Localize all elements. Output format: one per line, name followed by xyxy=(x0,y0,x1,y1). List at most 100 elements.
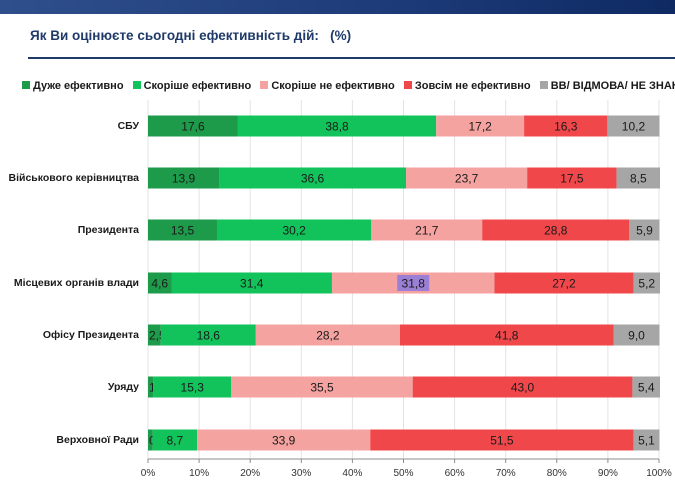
x-tick-label: 60% xyxy=(445,468,465,479)
x-tick-label: 20% xyxy=(240,468,260,479)
bar-value-label: 38,8 xyxy=(325,120,349,134)
bar-value-label: 35,5 xyxy=(310,381,334,395)
bar-segment xyxy=(633,272,661,294)
bar-segment xyxy=(406,167,528,189)
legend-label: Зовсім не ефективно xyxy=(414,80,531,92)
legend-swatch xyxy=(539,81,548,89)
bar-value-label: 23,7 xyxy=(455,172,479,186)
header-bar xyxy=(0,0,675,14)
bar-segment xyxy=(629,219,660,241)
bar-segment xyxy=(524,115,608,137)
title-divider xyxy=(28,57,675,59)
bar-value-label: 8,5 xyxy=(630,172,647,186)
bar-value-label: 41,8 xyxy=(495,329,519,343)
bar-value-label: 16,3 xyxy=(554,120,578,134)
chart-title: Як Ви оцінюєте сьогодні ефективність дій… xyxy=(30,28,352,43)
bar-value-label: 28,8 xyxy=(544,224,568,238)
bar-segment xyxy=(148,272,172,294)
x-tick-label: 40% xyxy=(342,468,362,479)
bar-segment xyxy=(482,219,630,241)
row-label-military-command: Військового керівництва xyxy=(8,172,139,184)
legend-swatch xyxy=(403,81,412,89)
row-label-local-authorities: Місцевих органів влади xyxy=(13,277,139,289)
bar-segment xyxy=(171,272,332,294)
bar-value-label: 10,2 xyxy=(622,120,646,134)
bar-segment xyxy=(371,219,483,241)
bar-value-label: 27,2 xyxy=(552,277,576,291)
x-tick-label: 70% xyxy=(496,468,516,479)
x-tick-label: 10% xyxy=(189,468,209,479)
legend-label: Скоріше не ефективно xyxy=(271,80,395,92)
bar-value-label: 15,3 xyxy=(181,381,205,395)
bar-segment xyxy=(616,167,661,189)
bar-value-label: 51,5 xyxy=(490,434,514,448)
row-label-sbu: СБУ xyxy=(117,120,139,132)
legend-swatch xyxy=(260,81,269,89)
bar-value-label: 28,2 xyxy=(316,329,340,343)
bar-value-label: 31,4 xyxy=(240,277,264,291)
bar-value-label: 17,6 xyxy=(181,120,205,134)
bar-segment xyxy=(153,376,232,398)
bar-segment xyxy=(148,324,161,346)
x-tick-label: 0% xyxy=(141,468,156,479)
bar-value-label: 9,0 xyxy=(628,329,645,343)
label-highlight xyxy=(397,275,430,291)
legend-label: Дуже ефективно xyxy=(33,80,124,92)
bar-value-label: 30,2 xyxy=(282,224,306,238)
bar-value-label: 18,6 xyxy=(197,329,221,343)
legend-item: ВВ/ ВІДМОВА/ НЕ ЗНАЮ xyxy=(539,80,675,92)
x-tick-label: 90% xyxy=(598,468,618,479)
x-tick-label: 100% xyxy=(646,468,672,479)
bar-segment xyxy=(148,376,154,398)
bar-value-label: 13,5 xyxy=(171,224,195,238)
bar-value-label: 5,4 xyxy=(638,381,655,395)
row-label-parliament: Верховної Ради xyxy=(56,434,139,446)
legend-label: Скоріше ефективно xyxy=(143,80,252,92)
bar-segment xyxy=(494,272,634,294)
bar-value-label: 17,5 xyxy=(560,172,584,186)
bar-value-label: 4,6 xyxy=(151,277,168,291)
bar-value-label: 5,9 xyxy=(636,224,653,238)
bar-value-label: 21,7 xyxy=(415,224,439,238)
bar-segment xyxy=(527,167,617,189)
bar-segment xyxy=(237,115,437,137)
row-label-president: Президента xyxy=(77,224,139,236)
bar-segment xyxy=(216,219,372,241)
bar-segment xyxy=(412,376,633,398)
bar-segment xyxy=(148,167,220,189)
legend-swatch xyxy=(22,81,30,89)
bar-segment xyxy=(399,324,614,346)
legend-item: Скоріше ефективно xyxy=(132,80,252,92)
row-label-presidents-office: Офісу Президента xyxy=(42,329,139,341)
legend-label: ВВ/ ВІДМОВА/ НЕ ЗНАЮ xyxy=(550,80,675,92)
x-tick-label: 30% xyxy=(291,468,311,479)
bar-value-label: 5,2 xyxy=(638,277,655,291)
legend-item: Зовсім не ефективно xyxy=(403,80,531,92)
bar-value-label: 36,6 xyxy=(301,172,325,186)
legend-item: Скоріше не ефективно xyxy=(260,80,395,92)
x-tick-label: 50% xyxy=(393,468,413,479)
x-tick-label: 80% xyxy=(547,468,567,479)
bar-segment xyxy=(219,167,407,189)
bar-segment xyxy=(152,429,198,451)
legend-swatch xyxy=(132,81,141,89)
bar-segment xyxy=(197,429,371,451)
bar-value-label: 13,9 xyxy=(172,172,196,186)
bar-segment xyxy=(148,219,217,241)
bar-segment xyxy=(148,429,153,451)
bar-value-label: 43,0 xyxy=(511,381,535,395)
bar-segment xyxy=(633,429,660,451)
bar-value-label: 31,8 xyxy=(402,277,426,291)
chart-legend: Дуже ефективно Скоріше ефективно Скоріше… xyxy=(22,80,675,94)
legend-item: Дуже ефективно xyxy=(22,80,124,92)
bar-segment xyxy=(370,429,634,451)
row-label-government: Уряду xyxy=(107,381,139,393)
bar-segment xyxy=(632,376,661,398)
bar-segment xyxy=(160,324,256,346)
bar-segment xyxy=(436,115,525,137)
bar-value-label: 17,2 xyxy=(468,120,492,134)
bar-segment xyxy=(231,376,413,398)
bar-segment xyxy=(255,324,400,346)
bar-value-label: 8,7 xyxy=(166,434,183,448)
